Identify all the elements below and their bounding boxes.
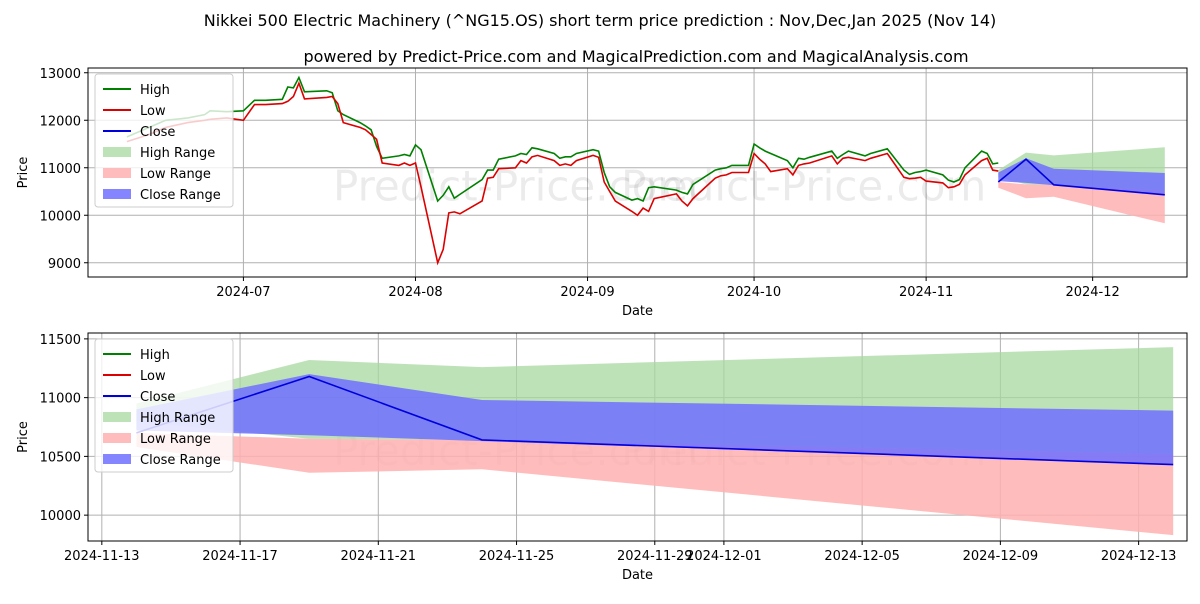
x-tick-label: 2024-11 (899, 285, 953, 300)
low-range-band (136, 432, 1174, 536)
legend-swatch-patch (103, 168, 131, 178)
x-tick-label: 2024-11-21 (341, 549, 417, 564)
legend-label: High Range (140, 146, 215, 161)
y-tick-label: 10500 (40, 450, 81, 465)
chart-subtitle: powered by Predict-Price.com and Magical… (303, 47, 968, 66)
x-tick-label: 2024-11-25 (479, 549, 555, 564)
x-tick-label: 2024-12-09 (963, 549, 1039, 564)
legend-label: Close (140, 125, 175, 140)
x-tick-label: 2024-11-17 (202, 549, 278, 564)
y-axis-label: Price (16, 157, 31, 189)
low-range-band (998, 182, 1165, 224)
plot-area (136, 347, 1174, 536)
legend-label: Low Range (140, 432, 211, 447)
legend-label: Close Range (140, 188, 221, 203)
y-tick-label: 9000 (48, 257, 81, 272)
chart-panel-2: Predict-Price.comPredict-Price.com2024-1… (16, 332, 1188, 583)
x-tick-label: 2024-12 (1065, 285, 1119, 300)
legend-swatch-patch (103, 189, 131, 199)
x-axis-label: Date (622, 568, 653, 583)
y-tick-label: 13000 (40, 67, 81, 82)
x-axis-label: Date (622, 304, 653, 319)
legend-label: High Range (140, 411, 215, 426)
legend-swatch-patch (103, 147, 131, 157)
plot-frame (87, 332, 1188, 542)
plot-frame (87, 67, 1188, 278)
y-tick-label: 11000 (40, 392, 81, 407)
close-range-band (136, 374, 1174, 465)
x-tick-label: 2024-09 (560, 285, 614, 300)
watermark: Predict-Price.com (333, 162, 698, 211)
x-tick-label: 2024-12-13 (1101, 549, 1177, 564)
x-tick-label: 2024-10 (727, 285, 781, 300)
legend-label: High (140, 348, 170, 363)
y-axis-label: Price (16, 421, 31, 453)
close-range-band (998, 158, 1165, 195)
high-series-line (126, 75, 999, 203)
legend: High Low Close High Range Low Range Close Ran… (94, 338, 234, 473)
x-tick-label: 2024-11-13 (64, 549, 140, 564)
legend-label: Low Range (140, 167, 211, 182)
legend-label: Close (140, 390, 175, 405)
legend-swatch-patch (103, 412, 131, 422)
low-series-line (126, 80, 999, 266)
x-tick-label: 2024-12-05 (824, 549, 900, 564)
watermark: Predict-Price.com (621, 162, 986, 211)
legend-swatch-patch (103, 454, 131, 464)
y-tick-label: 12000 (40, 114, 81, 129)
plot-area (126, 75, 1165, 266)
chart-title: Nikkei 500 Electric Machinery (^NG15.OS)… (204, 11, 997, 30)
x-tick-label: 2024-08 (388, 285, 442, 300)
y-tick-label: 10000 (40, 509, 81, 524)
close-forecast-line (997, 158, 1165, 196)
x-tick-label: 2024-11-29 (617, 549, 693, 564)
legend-label: Low (140, 104, 166, 119)
legend-swatch-patch (103, 433, 131, 443)
x-tick-label: 2024-12-01 (686, 549, 762, 564)
legend-label: Low (140, 369, 166, 384)
y-tick-label: 10000 (40, 209, 81, 224)
legend-label: High (140, 83, 170, 98)
y-tick-label: 11500 (40, 333, 81, 348)
y-tick-label: 11000 (40, 162, 81, 177)
legend-label: Close Range (140, 453, 221, 468)
legend: High Low Close High Range Low Range Close Ran… (94, 73, 234, 208)
x-tick-label: 2024-07 (216, 285, 270, 300)
